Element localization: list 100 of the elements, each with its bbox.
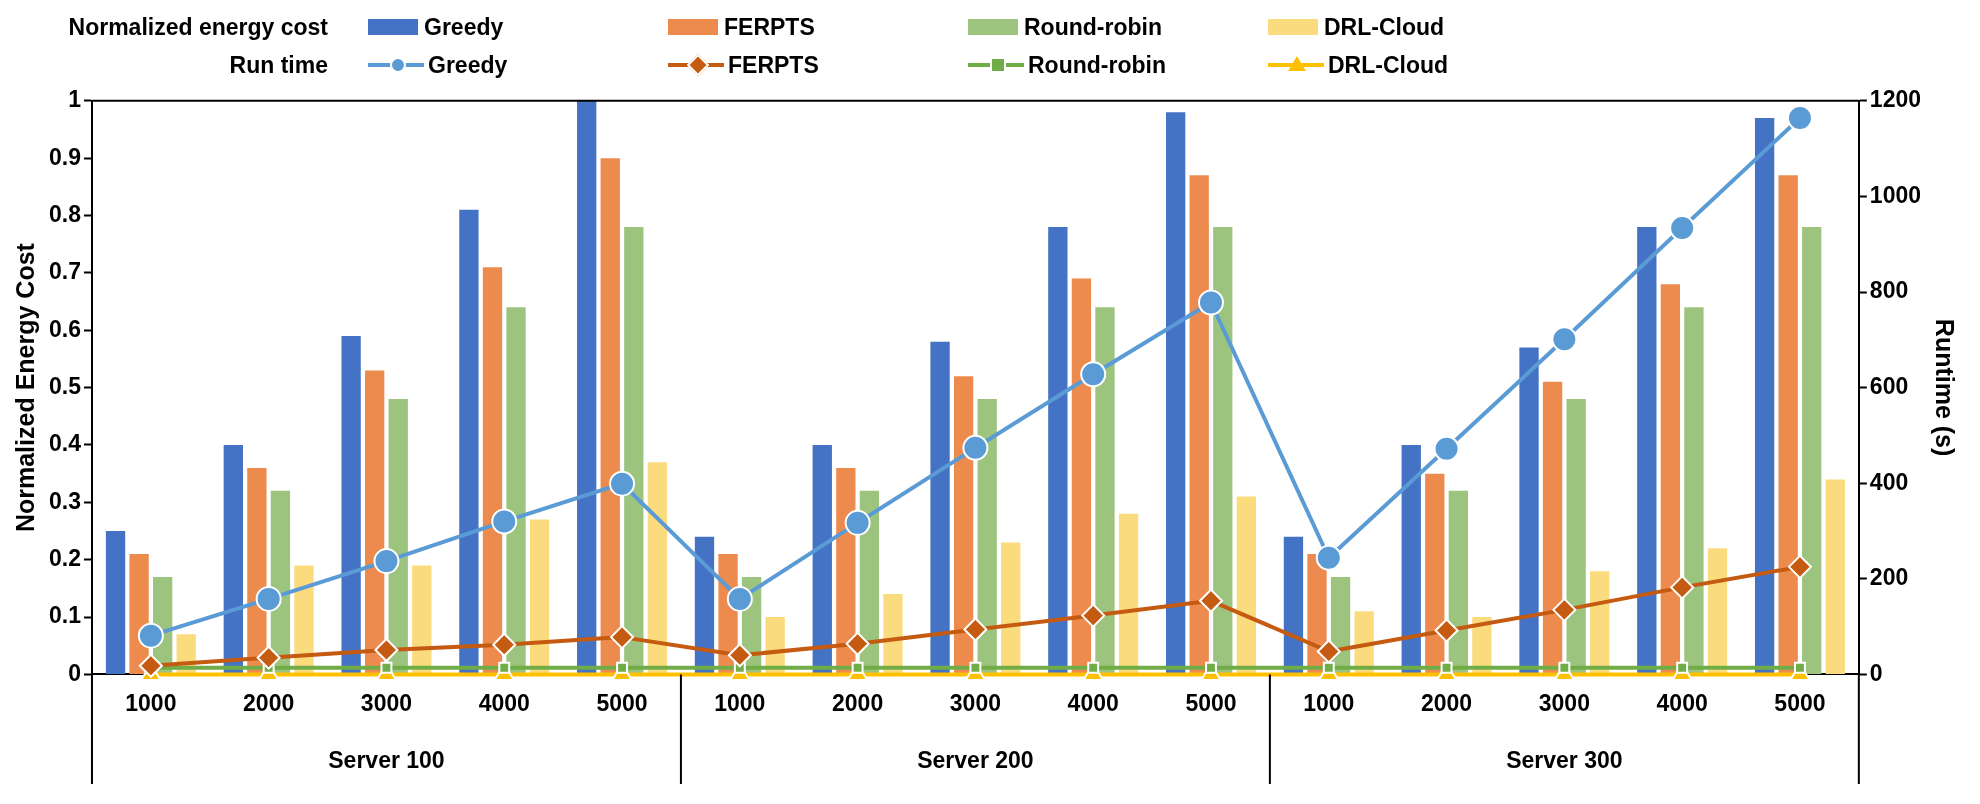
point <box>845 631 870 656</box>
bar <box>506 307 526 674</box>
point <box>962 434 989 461</box>
x-tick-label: 2000 <box>1420 689 1473 716</box>
point <box>1433 435 1460 462</box>
point <box>1316 639 1341 664</box>
bar <box>223 444 243 674</box>
y2-tick-label: 1200 <box>1869 86 1922 113</box>
legend-label: Round-robin <box>1024 13 1162 41</box>
bar <box>1048 226 1068 674</box>
point <box>1669 214 1696 241</box>
bar <box>1542 381 1563 674</box>
bar <box>1448 490 1468 674</box>
point <box>498 661 511 674</box>
bar <box>1825 479 1845 674</box>
bar <box>1425 473 1445 674</box>
point <box>1197 289 1224 316</box>
text: Server 100 <box>328 747 445 774</box>
bar <box>1778 175 1798 674</box>
bar <box>1001 542 1021 674</box>
point <box>138 653 163 678</box>
bar <box>529 519 550 674</box>
point <box>610 625 635 650</box>
y-tick-label: 0.2 <box>48 545 81 572</box>
y-tick-label: 0 <box>68 659 81 686</box>
x-tick-label: 4000 <box>1656 689 1708 716</box>
point <box>851 661 864 674</box>
y-axis-title: Normalized Energy Cost <box>10 242 39 533</box>
bar <box>365 370 385 674</box>
bar <box>624 226 644 674</box>
legend-label: FERPTS <box>728 51 819 79</box>
point <box>256 645 281 670</box>
legend-label: DRL-Cloud <box>1328 51 1449 79</box>
bar <box>105 531 126 674</box>
bar <box>1802 226 1822 674</box>
point <box>1322 661 1335 674</box>
y2-tick-label: 800 <box>1869 277 1909 304</box>
text: Server 300 <box>1506 747 1623 774</box>
point <box>374 638 399 663</box>
y2-tick-label: 400 <box>1869 468 1909 495</box>
point <box>137 622 164 649</box>
y2-tick-label: 200 <box>1869 564 1909 591</box>
point <box>726 585 753 612</box>
legend-label: Greedy <box>424 13 504 41</box>
x-tick-label: 1000 <box>714 689 766 716</box>
bar <box>812 444 832 674</box>
y-tick-label: 0.1 <box>48 602 82 629</box>
text: Server 200 <box>917 747 1034 774</box>
x-tick-label: 2000 <box>832 689 884 716</box>
bar <box>1071 278 1092 674</box>
point <box>616 661 628 674</box>
point <box>1315 544 1342 571</box>
bar <box>1566 399 1586 674</box>
point <box>492 632 517 657</box>
x-tick-label: 5000 <box>596 689 648 716</box>
bar <box>1754 118 1775 674</box>
x-tick-label: 5000 <box>1774 689 1826 716</box>
x-tick-label: 2000 <box>243 689 295 716</box>
bar <box>577 100 597 674</box>
bar <box>1684 307 1704 674</box>
x-tick-label: 5000 <box>1185 689 1237 716</box>
point <box>1434 618 1459 643</box>
x-tick-label: 1000 <box>1303 689 1355 716</box>
bar <box>1095 307 1115 674</box>
y-tick-label: 0.4 <box>48 430 82 457</box>
legend-label: DRL-Cloud <box>1324 13 1445 41</box>
y2-tick-label: 600 <box>1869 372 1909 399</box>
point <box>844 509 871 536</box>
point <box>1205 661 1217 674</box>
point <box>1558 661 1571 674</box>
bar <box>1401 444 1421 674</box>
point <box>373 548 400 575</box>
y2-axis-title: Runtime (s) <box>1931 318 1960 457</box>
point <box>1676 661 1689 674</box>
point <box>1081 603 1106 628</box>
point <box>1087 661 1100 674</box>
point <box>1786 105 1813 132</box>
point <box>491 508 518 535</box>
bar <box>1519 347 1539 674</box>
point <box>1670 575 1695 600</box>
bar <box>1213 226 1233 674</box>
bar <box>1189 175 1209 674</box>
y-tick-label: 1 <box>68 86 82 113</box>
point <box>727 643 752 668</box>
bar <box>1236 496 1256 674</box>
y-tick-label: 0.6 <box>48 315 81 342</box>
point <box>255 585 282 612</box>
point <box>1198 588 1223 613</box>
y2-tick-label: 1000 <box>1869 181 1922 208</box>
bar <box>1165 112 1186 674</box>
point <box>963 617 988 642</box>
point <box>969 661 982 674</box>
bar <box>1637 226 1657 674</box>
bar <box>341 335 361 674</box>
y-tick-label: 0.9 <box>48 143 81 170</box>
x-tick-label: 4000 <box>478 689 530 716</box>
bar <box>1118 513 1139 674</box>
y2-tick-label: 0 <box>1869 659 1883 686</box>
x-tick-label: 3000 <box>949 689 1001 716</box>
x-tick-label: 4000 <box>1067 689 1119 716</box>
